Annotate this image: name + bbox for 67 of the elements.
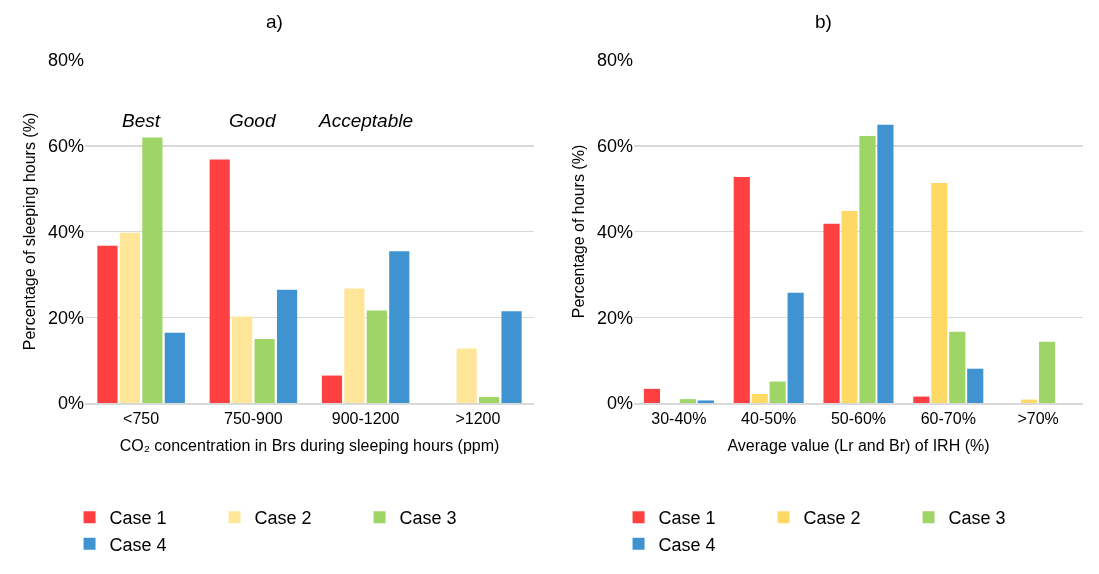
y-tick-label: 80% [596,50,633,71]
x-axis-title: CO₂ concentration in Brs during sleeping hours (ppm) [119,437,500,455]
legend-label: Case 3 [948,508,1006,529]
bar [643,388,661,403]
bar [823,223,840,403]
chart-title: a) [266,10,283,32]
bar [321,375,343,403]
y-tick-label: 40% [596,221,633,242]
bar [254,339,275,403]
x-tick-label: 900-1200 [331,410,400,428]
y-axis-title: Percentage of sleeping hours (%) [20,112,38,351]
y-axis-title: Percentage of hours (%) [569,144,587,319]
legend-label: Case 4 [658,534,716,555]
y-tick-label: 40% [47,221,84,242]
bar [931,183,948,403]
bar [949,331,966,403]
bar [344,288,365,403]
legend-label: Case 1 [658,508,716,529]
bar [913,396,930,403]
x-tick-label: 60-70% [920,410,976,428]
bar [232,316,253,403]
annotation: Acceptable [318,110,414,131]
y-tick-label: 20% [596,307,633,328]
x-tick-label: 40-50% [741,410,797,428]
bar [733,177,750,403]
chart-title: b) [815,10,832,32]
bar [456,348,477,403]
annotation: Best [122,110,161,131]
bar [769,381,786,403]
bar [679,399,696,403]
bar [841,210,858,403]
bar [1039,341,1056,403]
x-tick-label: >1200 [455,410,501,428]
bar [859,135,876,403]
bar [142,137,163,403]
annotation: Good [229,110,277,131]
y-tick-label: 60% [47,136,84,157]
x-tick-label: >70% [1017,410,1059,428]
y-tick-label: 0% [57,393,84,414]
y-tick-label: 20% [47,307,84,328]
legend-label: Case 4 [109,534,167,555]
y-tick-label: 80% [47,50,84,71]
bar [97,245,118,403]
y-tick-label: 60% [596,136,633,157]
bar [787,292,804,403]
bar [389,251,410,403]
legend-label: Case 1 [109,508,167,529]
x-tick-label: 750-900 [224,410,283,428]
legend-label: Case 3 [399,508,457,529]
bar [877,124,894,403]
bar [209,159,230,403]
bar [479,397,500,403]
legend-label: Case 2 [254,508,312,529]
bar [697,400,714,403]
legend-label: Case 2 [803,508,861,529]
x-tick-label: 30-40% [651,410,707,428]
bar [501,311,522,403]
y-tick-label: 0% [606,393,633,414]
x-axis-title: Average value (Lr and Br) of IRH (%) [727,437,990,455]
bar [276,289,298,403]
bar [967,368,984,403]
bar [751,394,768,403]
bar [164,332,185,403]
x-tick-label: <750 [123,410,160,428]
bar [119,232,140,403]
bar [366,310,387,403]
x-tick-label: 50-60% [830,410,887,428]
